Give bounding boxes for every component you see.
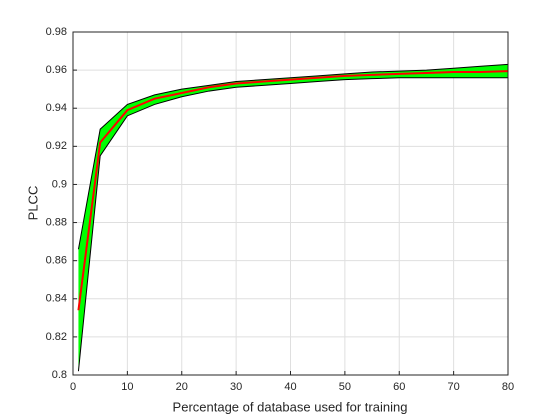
y-tick-label: 0.9 (52, 178, 67, 190)
axes-box (72, 31, 509, 376)
y-tick-label: 0.82 (46, 331, 67, 343)
band-upper-edge (77, 63, 509, 250)
x-tick-label: 50 (339, 381, 351, 393)
y-tick-label: 0.84 (46, 293, 67, 305)
x-tick-label: 60 (393, 381, 405, 393)
x-tick-label: 40 (284, 381, 296, 393)
y-tick-label: 0.92 (46, 140, 67, 152)
x-tick-label: 0 (70, 381, 76, 393)
y-axis-label: PLCC (25, 186, 40, 221)
y-tick-label: 0.96 (46, 64, 67, 76)
band-lower-edge (77, 77, 508, 372)
x-tick-label: 70 (448, 381, 460, 393)
x-tick-label: 10 (121, 381, 133, 393)
x-tick-label: 30 (230, 381, 242, 393)
x-tick-label: 80 (502, 381, 514, 393)
y-tick-label: 0.86 (46, 255, 67, 267)
y-tick-label: 0.88 (46, 216, 67, 228)
y-tick-label: 0.94 (46, 102, 67, 114)
y-tick-label: 0.8 (52, 369, 67, 381)
line (77, 70, 509, 311)
x-axis-label: Percentage of database used for training (173, 399, 408, 414)
x-tick-label: 20 (176, 381, 188, 393)
y-tick-label: 0.98 (46, 26, 67, 38)
